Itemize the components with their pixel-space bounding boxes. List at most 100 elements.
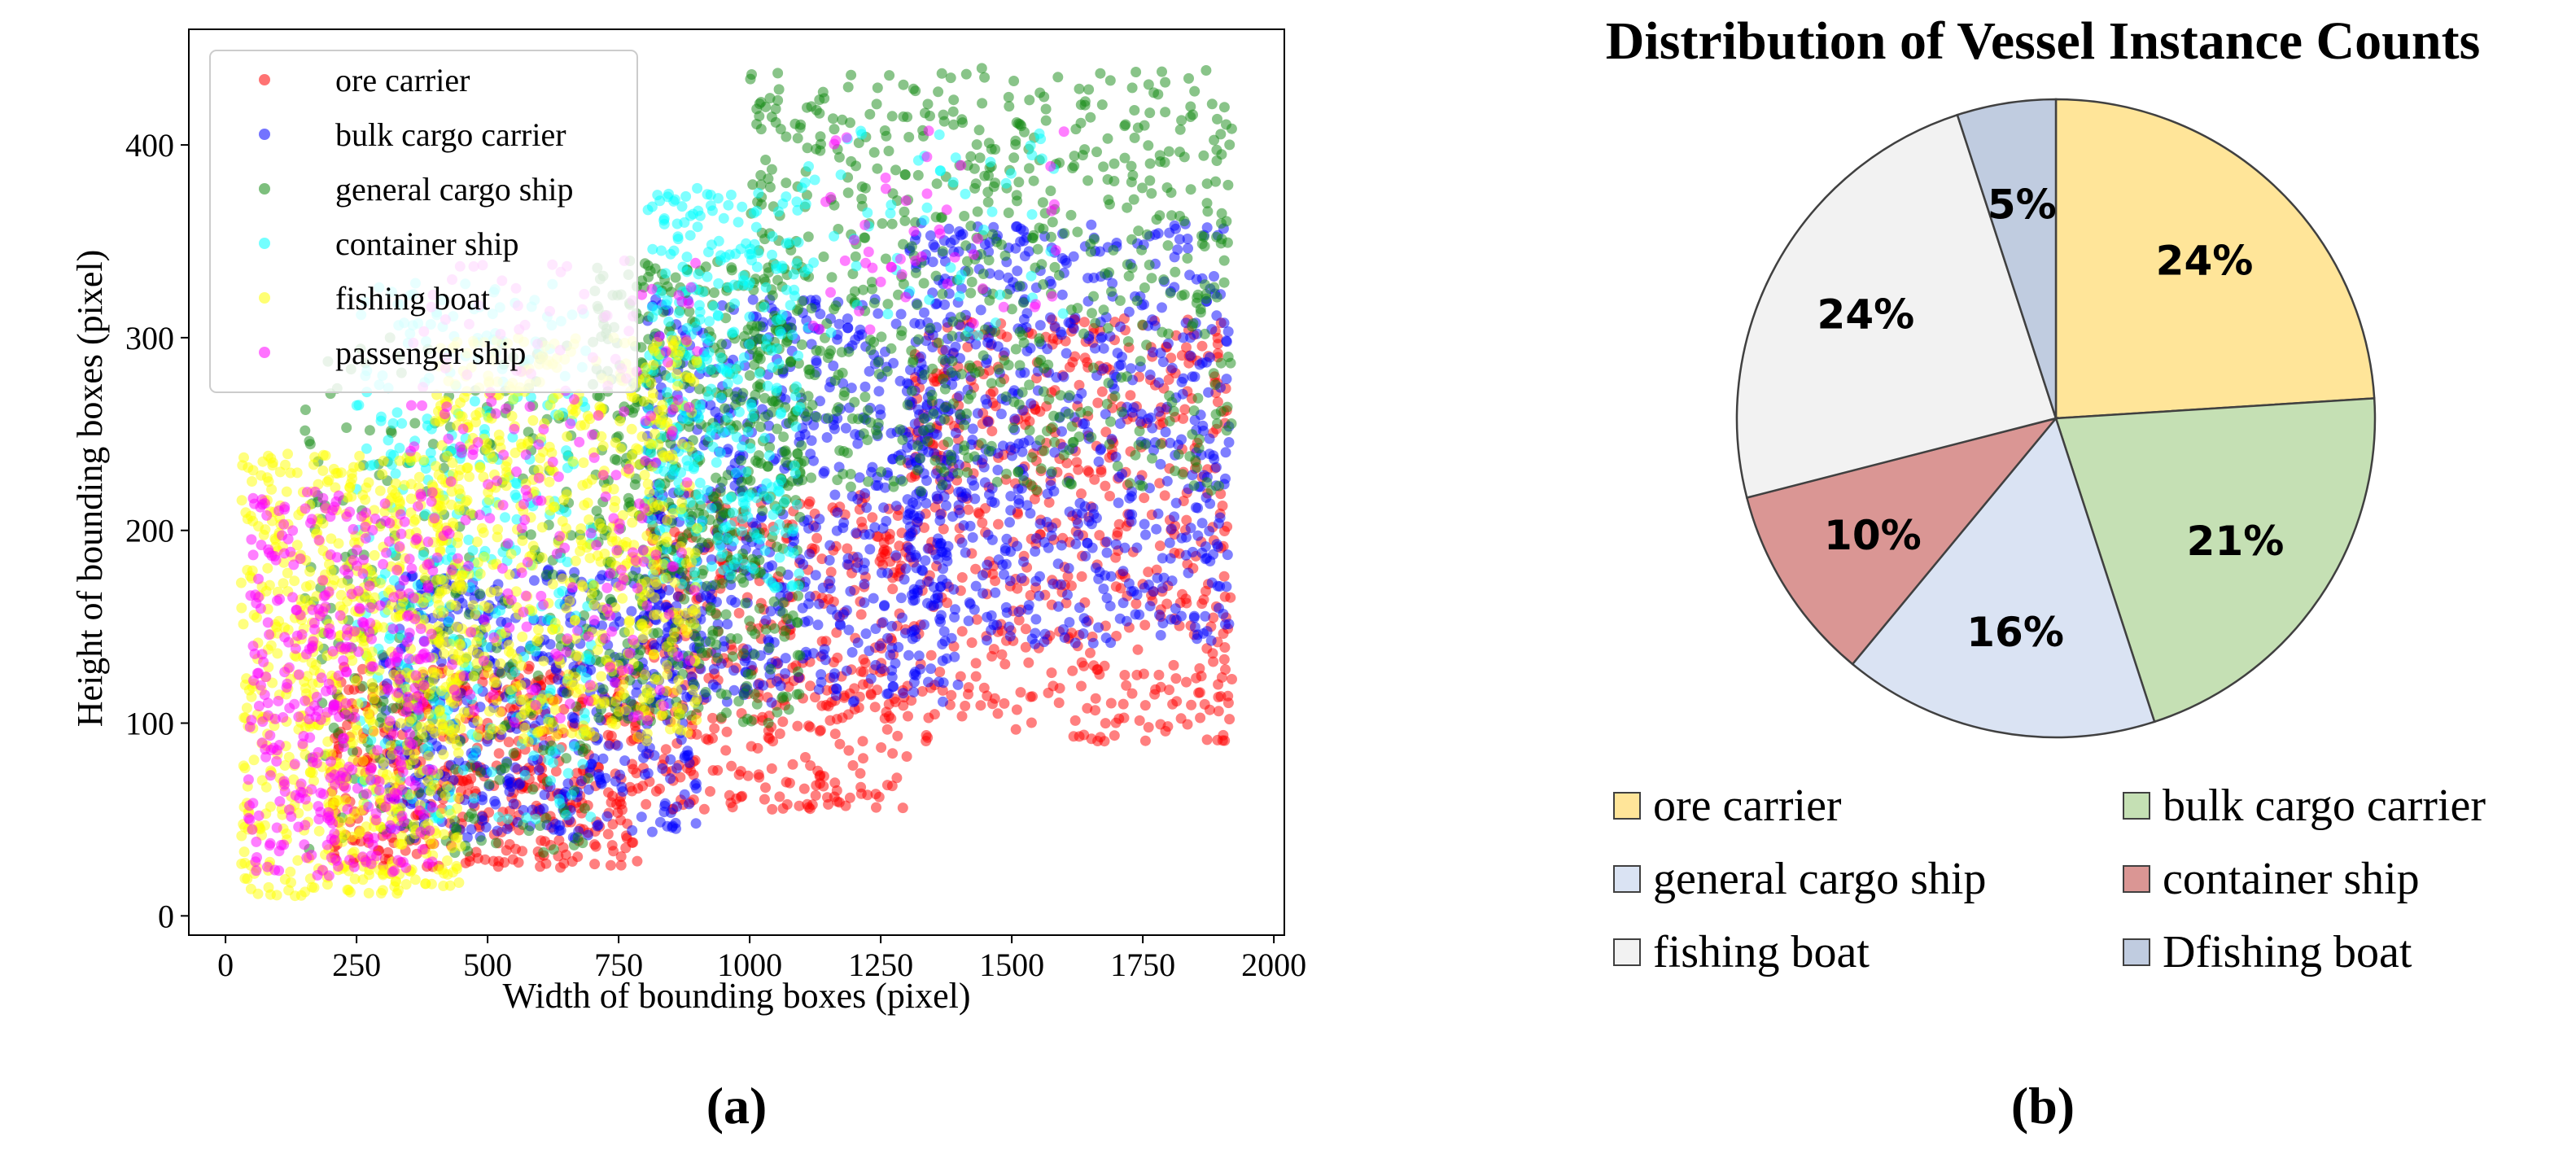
- scatter-point: [754, 603, 765, 614]
- scatter-point: [901, 751, 912, 762]
- scatter-point: [1129, 105, 1140, 116]
- scatter-point: [1034, 590, 1045, 601]
- scatter-point: [1208, 450, 1219, 461]
- scatter-point: [869, 522, 881, 533]
- scatter-point: [793, 590, 804, 601]
- scatter-point: [461, 832, 473, 843]
- scatter-point: [858, 564, 869, 575]
- scatter-point: [970, 580, 982, 592]
- scatter-point: [736, 455, 746, 466]
- scatter-point: [970, 339, 982, 350]
- scatter-point: [1024, 425, 1035, 436]
- scatter-point: [1058, 449, 1069, 461]
- scatter-point: [540, 858, 552, 869]
- scatter-point: [757, 505, 768, 516]
- scatter-point: [1218, 102, 1230, 113]
- scatter-point: [916, 565, 928, 575]
- scatter-point: [1049, 436, 1061, 448]
- scatter-point: [383, 435, 394, 446]
- scatter-point: [579, 610, 590, 621]
- scatter-point: [1139, 518, 1150, 530]
- scatter-point: [922, 98, 934, 110]
- scatter-point: [1146, 273, 1157, 284]
- scatter-point: [1110, 539, 1122, 550]
- scatter-point: [867, 512, 878, 523]
- scatter-point: [1040, 103, 1052, 115]
- scatter-point: [1063, 408, 1074, 419]
- scatter-point: [1144, 158, 1156, 169]
- scatter-point: [1119, 542, 1131, 553]
- scatter-point: [872, 429, 883, 440]
- scatter-point: [862, 404, 873, 416]
- scatter-point: [1073, 529, 1084, 540]
- scatter-point: [1170, 266, 1181, 278]
- scatter-point: [993, 518, 1004, 530]
- scatter-point: [766, 164, 777, 175]
- scatter-point: [1101, 547, 1113, 558]
- scatter-point: [843, 624, 855, 636]
- scatter-point: [1066, 580, 1077, 592]
- scatter-panel: 0 250 500 750 1000 1250 1500 1750 2000 010020030…: [70, 28, 1306, 1135]
- scatter-point: [632, 855, 643, 867]
- scatter-point: [1122, 336, 1134, 347]
- scatter-point: [1058, 624, 1069, 635]
- scatter-point: [845, 586, 856, 597]
- scatter-point: [1221, 119, 1231, 130]
- scatter-point: [977, 588, 988, 599]
- scatter-point: [1119, 670, 1131, 680]
- scatter-point: [1160, 107, 1171, 118]
- scatter-point: [712, 652, 724, 663]
- scatter-point: [1034, 336, 1045, 348]
- scatter-point: [750, 389, 761, 400]
- scatter-point: [864, 544, 876, 555]
- scatter-point: [956, 369, 967, 380]
- scatter-point: [965, 389, 977, 400]
- scatter-point: [1091, 664, 1103, 676]
- scatter-point: [568, 839, 579, 850]
- scatter-point: [728, 684, 740, 696]
- scatter-point: [1001, 533, 1012, 544]
- scatter-point: [1166, 575, 1178, 587]
- scatter-point: [496, 667, 507, 679]
- scatter-point: [1093, 456, 1104, 467]
- scatter-point: [619, 755, 631, 767]
- scatter-point: [1209, 282, 1220, 293]
- scatter-point: [1104, 491, 1115, 501]
- scatter-point: [508, 748, 519, 759]
- scatter-point: [908, 588, 920, 599]
- scatter-point: [760, 101, 772, 112]
- scatter-point: [754, 772, 765, 783]
- scatter-point: [1000, 391, 1012, 402]
- scatter-point: [903, 531, 915, 542]
- scatter-point: [1110, 581, 1122, 592]
- scatter-point: [626, 606, 637, 617]
- scatter-point: [914, 453, 925, 464]
- scatter-point: [854, 472, 865, 483]
- scatter-point: [1003, 91, 1014, 103]
- scatter-point: [1014, 280, 1026, 291]
- scatter-point: [1063, 562, 1074, 574]
- scatter-point: [855, 767, 866, 779]
- scatter-point: [849, 683, 860, 694]
- scatter-point: [969, 493, 981, 505]
- scatter-point: [1152, 89, 1164, 100]
- scatter-point: [842, 81, 854, 93]
- scatter-point: [1193, 687, 1205, 698]
- scatter-point: [1215, 357, 1227, 369]
- scatter-point: [962, 256, 973, 267]
- scatter-point: [1219, 642, 1231, 653]
- scatter-point: [1096, 99, 1108, 111]
- scatter-point: [950, 427, 961, 439]
- scatter-point: [696, 648, 707, 658]
- scatter-point: [783, 704, 794, 715]
- scatter-point: [853, 138, 864, 148]
- scatter-point: [1213, 692, 1224, 702]
- scatter-point: [943, 223, 955, 234]
- scatter-point: [431, 741, 442, 752]
- scatter-point: [956, 711, 968, 722]
- scatter-point: [780, 668, 791, 679]
- scatter-point: [693, 636, 705, 647]
- scatter-point: [751, 698, 763, 710]
- scatter-point: [1105, 571, 1117, 582]
- scatter-point: [781, 457, 792, 468]
